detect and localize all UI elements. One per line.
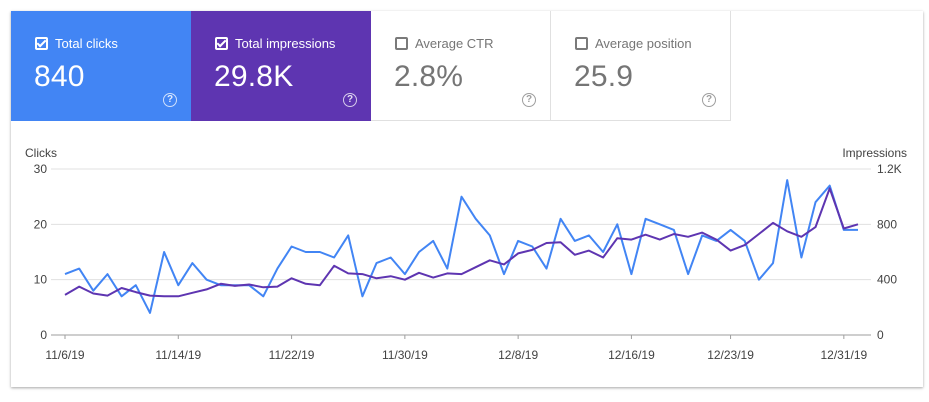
x-tick-label: 12/8/19 [498,348,538,362]
total-clicks-value: 840 [34,60,85,93]
help-icon[interactable]: ? [343,93,357,107]
performance-line-chart: 0 0 10 400 20 800 30 1.2K 11/6/19 11/14/19 11/22/1… [34,162,902,362]
average-position-value: 25.9 [574,60,634,93]
average-ctr-header: Average CTR [395,36,494,51]
x-tick-label: 12/31/19 [820,348,867,362]
metric-tiles: Total clicks 840 ? Total impressions 29.… [11,11,731,121]
left-tick-label: 20 [34,217,48,231]
performance-card: Total clicks 840 ? Total impressions 29.… [11,11,923,387]
checkbox-checked-icon[interactable] [35,37,48,50]
right-tick-label: 800 [877,217,897,231]
checkbox-checked-icon[interactable] [215,37,228,50]
impressions-series-line [64,187,859,298]
right-tick-label: 0 [877,328,884,342]
checkbox-unchecked-icon[interactable] [395,37,408,50]
x-tick-label: 11/30/19 [382,348,428,362]
average-ctr-value: 2.8% [394,60,464,93]
total-impressions-header: Total impressions [215,36,335,51]
clicks-series-line [64,179,858,314]
total-impressions-label: Total impressions [235,36,336,51]
average-ctr-label: Average CTR [415,36,494,51]
total-clicks-tile[interactable]: Total clicks 840 ? [11,11,191,121]
x-tick-label: 12/16/19 [608,348,655,362]
left-tick-label: 0 [40,328,47,342]
total-clicks-header: Total clicks [35,36,118,51]
checkbox-unchecked-icon[interactable] [575,37,588,50]
x-tick-label: 11/6/19 [45,348,84,362]
average-ctr-tile[interactable]: Average CTR 2.8% ? [371,11,551,121]
left-axis-title: Clicks [25,146,57,160]
right-tick-label: 400 [877,273,897,287]
total-clicks-label: Total clicks [55,36,118,51]
right-tick-label: 1.2K [877,162,902,176]
average-position-tile[interactable]: Average position 25.9 ? [551,11,731,121]
x-tick-label: 12/23/19 [707,348,754,362]
left-tick-label: 30 [34,162,48,176]
x-tick-label: 11/22/19 [269,348,315,362]
total-impressions-value: 29.8K [214,60,294,93]
x-tick-label: 11/14/19 [155,348,201,362]
left-tick-label: 10 [34,273,48,287]
help-icon[interactable]: ? [522,93,536,107]
average-position-label: Average position [595,36,692,51]
total-impressions-tile[interactable]: Total impressions 29.8K ? [191,11,371,121]
average-position-header: Average position [575,36,692,51]
right-axis-title: Impressions [842,146,907,160]
help-icon[interactable]: ? [702,93,716,107]
help-icon[interactable]: ? [163,93,177,107]
